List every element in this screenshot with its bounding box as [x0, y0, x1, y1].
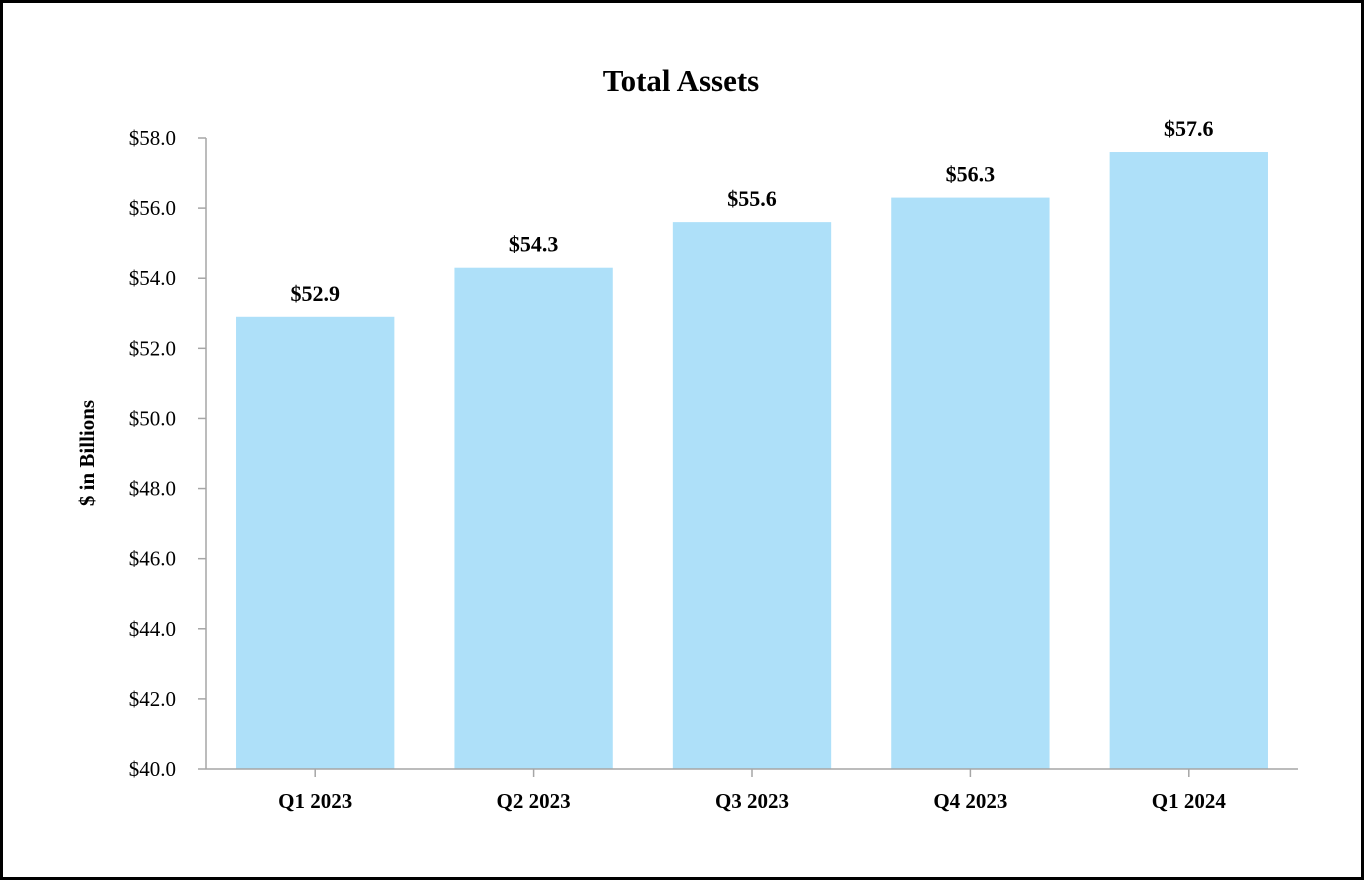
x-axis: Q1 2023 Q2 2023 Q3 2023 Q4 2023 Q1 2024: [206, 768, 1298, 813]
chart-title: Total Assets: [603, 63, 759, 98]
y-tick-label: $50.0: [129, 406, 176, 430]
y-tick-label: $52.0: [129, 336, 176, 360]
y-tick-label: $58.0: [129, 126, 176, 150]
x-tick-label: Q1 2023: [278, 789, 352, 813]
bar: [454, 267, 613, 769]
x-tick-label: Q2 2023: [497, 789, 571, 813]
x-tick-label: Q3 2023: [715, 789, 789, 813]
data-label: $54.3: [509, 232, 559, 257]
y-tick-label: $46.0: [129, 547, 176, 571]
data-label: $52.9: [290, 281, 340, 306]
data-label: $55.6: [727, 186, 777, 211]
bar: [236, 316, 395, 769]
bar: [672, 222, 832, 770]
y-tick-label: $48.0: [129, 477, 176, 501]
bars-group: [236, 152, 1268, 770]
y-tick-label: $56.0: [129, 196, 176, 220]
y-tick-label: $42.0: [129, 687, 176, 711]
x-tick-label: Q4 2023: [933, 789, 1007, 813]
y-tick-label: $40.0: [129, 757, 176, 781]
bar: [891, 197, 1050, 769]
bar: [1109, 152, 1268, 769]
data-labels-group: $52.9 $54.3 $55.6 $56.3 $57.6: [290, 116, 1213, 306]
data-label: $56.3: [946, 162, 996, 187]
x-tick-label: Q1 2024: [1152, 789, 1227, 813]
data-label: $57.6: [1164, 116, 1214, 141]
y-tick-label: $44.0: [129, 617, 176, 641]
y-axis-label: $ in Billions: [75, 400, 99, 506]
y-axis: $40.0 $42.0 $44.0 $46.0 $48.0 $50.0 $52.0 $54.0…: [129, 126, 207, 781]
y-tick-label: $54.0: [129, 266, 176, 290]
